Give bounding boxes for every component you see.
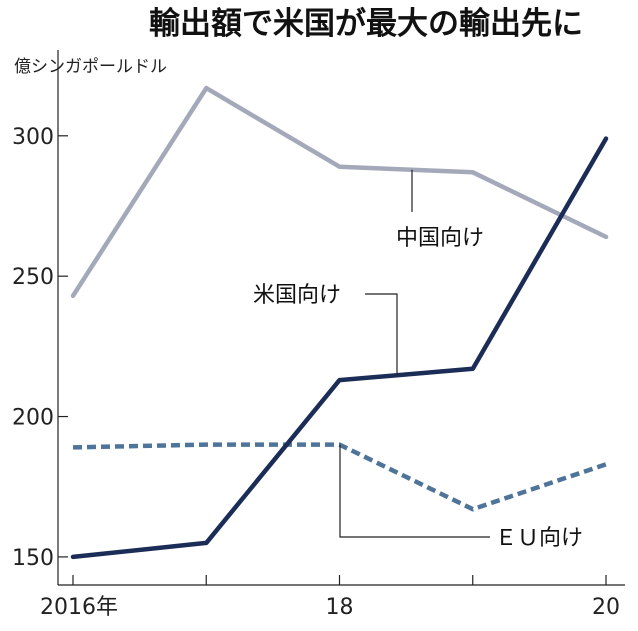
axes (57, 50, 625, 586)
chart-title: 輸出額で米国が最大の輸出先に (149, 6, 583, 42)
y-tick-label: 250 (12, 265, 54, 290)
series-line-1 (70, 136, 609, 560)
y-axis-unit-label: 億シンガポールドル (14, 57, 167, 77)
x-tick-label: 18 (326, 595, 354, 620)
series-label-us: 米国向け (253, 283, 341, 308)
y-tick-label: 150 (12, 546, 54, 571)
x-tick-label: 2016年 (40, 595, 118, 620)
leader-line-eu (339, 444, 490, 538)
x-axis-ticks: 2016年 18 20 (40, 575, 620, 620)
series-label-eu: ＥＵ向け (495, 526, 583, 551)
y-axis-ticks: 150 200 250 300 (12, 125, 68, 571)
leader-line-us (365, 293, 398, 376)
y-tick-label: 200 (12, 406, 54, 431)
x-tick-label: 20 (592, 595, 620, 620)
series-line-0 (70, 85, 609, 299)
series-label-china: 中国向け (396, 226, 484, 251)
y-tick-label: 300 (12, 125, 54, 150)
label-leader-lines (339, 169, 490, 538)
